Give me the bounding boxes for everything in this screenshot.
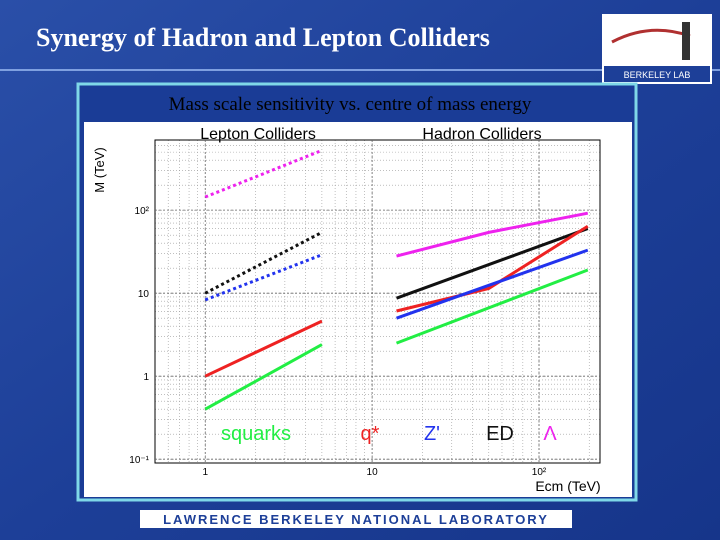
series-line bbox=[396, 224, 589, 313]
y-tick-label: 10² bbox=[135, 206, 150, 217]
series-line bbox=[204, 253, 323, 302]
chart-panel bbox=[84, 122, 632, 497]
x-tick-label: 1 bbox=[202, 467, 208, 478]
logo-band bbox=[604, 66, 710, 82]
group-label: Hadron Colliders bbox=[422, 126, 541, 143]
series-line bbox=[204, 319, 323, 378]
x-tick-label: 10² bbox=[532, 467, 547, 478]
series-line bbox=[396, 248, 589, 320]
series-line bbox=[204, 148, 323, 199]
y-tick-label: 1 bbox=[143, 372, 149, 383]
legend-label: ED bbox=[486, 423, 514, 445]
group-label: Lepton Colliders bbox=[200, 126, 316, 143]
logo-tower bbox=[682, 22, 690, 60]
legend-label: squarks bbox=[221, 423, 291, 445]
series-line bbox=[395, 268, 589, 345]
legend-label: q* bbox=[361, 423, 380, 445]
legend-label: Z' bbox=[424, 423, 440, 445]
x-tick-label: 10 bbox=[367, 467, 379, 478]
chart-title: Mass scale sensitivity vs. centre of mas… bbox=[169, 94, 532, 115]
series-line bbox=[395, 227, 589, 300]
footer: LAWRENCE BERKELEY NATIONAL LABORATORY bbox=[163, 512, 549, 527]
plot-frame bbox=[154, 139, 601, 464]
series-line bbox=[204, 231, 323, 295]
legend-label: Λ bbox=[543, 423, 557, 445]
slide-title: Synergy of Hadron and Lepton Colliders bbox=[36, 23, 490, 52]
y-tick-label: 10⁻¹ bbox=[129, 455, 149, 466]
footer-bar bbox=[140, 510, 572, 528]
y-axis-label: M (TeV) bbox=[92, 147, 107, 193]
series-line bbox=[396, 211, 589, 258]
series-line bbox=[204, 343, 323, 411]
logo-text: BERKELEY LAB bbox=[624, 70, 691, 80]
y-tick-label: 10 bbox=[138, 289, 150, 300]
x-axis-label: Ecm (TeV) bbox=[535, 478, 600, 494]
